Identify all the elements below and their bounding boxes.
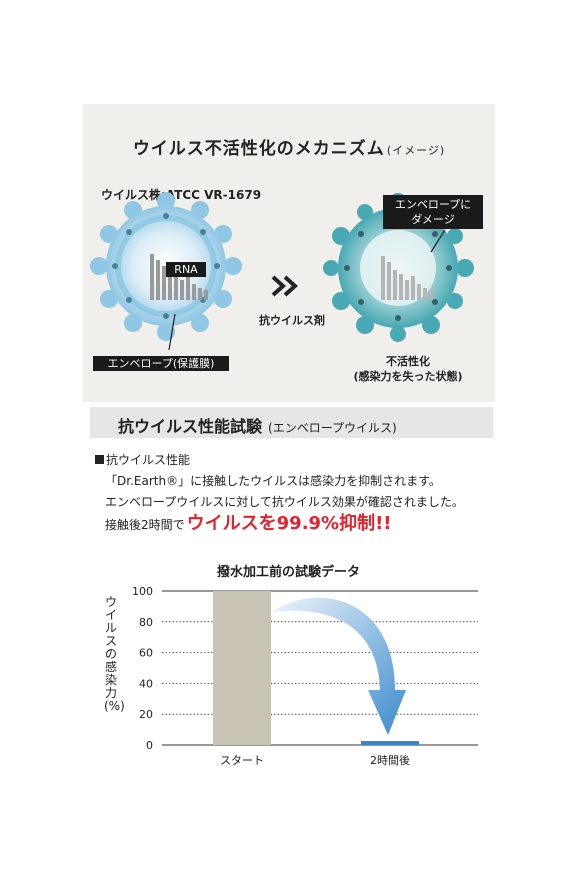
inactivated-label: 不活性化 (感染力を失った状態) — [353, 355, 463, 383]
antiviral-agent-label: 抗ウイルス剤 — [259, 314, 325, 327]
test-section-header: 抗ウイルス性能試験 (エンベロープウイルス) — [90, 407, 493, 438]
x-tick-label: スタート — [220, 754, 264, 767]
mechanism-panel: ウイルス不活性化のメカニズム (イメージ) ウイルス株:ATCC VR-1679 — [83, 104, 495, 402]
y-tick-label: 40 — [139, 677, 153, 690]
performance-line-2: エンベロープウイルスに対して抗ウイルス効果が確認されました。 — [105, 495, 464, 509]
square-bullet-icon — [95, 455, 104, 464]
y-tick-label: 60 — [139, 647, 153, 660]
chart-title: 撥水加工前の試験データ — [216, 565, 360, 580]
rna-label: RNA — [166, 262, 206, 277]
damage-label: エンベロープに ダメージ — [383, 195, 483, 229]
bar — [213, 591, 271, 745]
arrow-chevrons-icon — [271, 275, 298, 297]
performance-line-3: 接触後2時間で ウイルスを99.9%抑制!! — [105, 513, 392, 534]
performance-highlight: ウイルスを99.9%抑制!! — [186, 513, 392, 534]
x-tick-label: 2時間後 — [370, 753, 410, 767]
virus-illustration — [90, 192, 474, 351]
performance-heading: 抗ウイルス性能 — [106, 453, 191, 467]
bar — [361, 741, 419, 745]
virus-strain: ウイルス株:ATCC VR-1679 — [101, 188, 262, 202]
y-tick-label: 0 — [146, 739, 153, 752]
decrease-arrow-icon — [272, 597, 406, 735]
mechanism-title: ウイルス不活性化のメカニズム (イメージ) — [132, 139, 446, 159]
test-section-title: 抗ウイルス性能試験 — [118, 417, 263, 436]
y-tick-label: 20 — [139, 708, 153, 721]
performance-block: 抗ウイルス性能 「Dr.Earth®」に接触したウイルスは感染力を抑制されます。… — [95, 450, 464, 536]
y-tick-label: 100 — [132, 585, 153, 598]
rna-bars-icon — [150, 254, 208, 300]
test-section-subtitle: (エンベロープウイルス) — [268, 421, 397, 435]
y-tick-label: 80 — [139, 616, 153, 629]
envelope-label: エンベロープ(保護膜) — [93, 356, 229, 371]
performance-line-1: 「Dr.Earth®」に接触したウイルスは感染力を抑制されます。 — [105, 474, 441, 488]
